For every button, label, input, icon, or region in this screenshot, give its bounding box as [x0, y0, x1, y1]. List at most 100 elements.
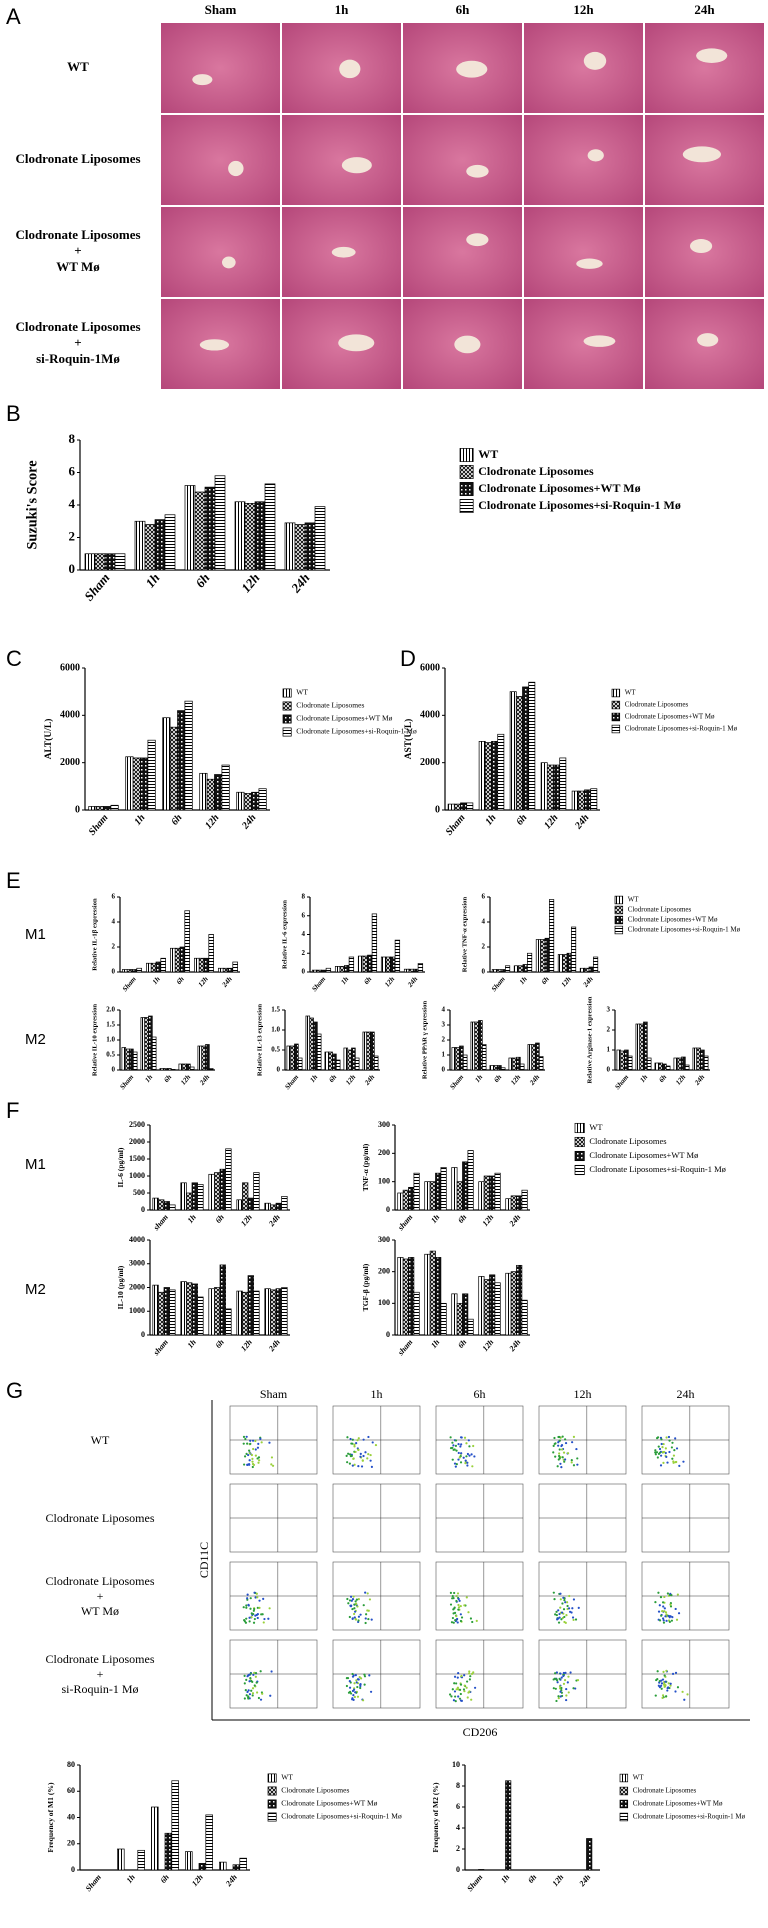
column-label: Sham	[260, 1387, 288, 1401]
event-dot	[563, 1598, 566, 1602]
bar	[348, 956, 355, 973]
event-dot	[245, 1452, 248, 1455]
event-dot	[453, 1690, 457, 1693]
bar	[214, 475, 226, 571]
event-dot	[466, 1452, 470, 1456]
bar	[178, 1063, 184, 1071]
event-dot	[243, 1674, 246, 1677]
bar	[242, 1182, 249, 1211]
event-dot	[362, 1604, 365, 1607]
row-label: Clodronate Liposomes	[15, 319, 140, 334]
event-dot	[245, 1435, 248, 1438]
x-tick-label: 12h	[383, 975, 396, 989]
event-dot	[661, 1601, 665, 1604]
bar	[140, 757, 149, 811]
bar	[244, 503, 256, 571]
event-dot	[564, 1438, 567, 1441]
event-dot	[665, 1436, 668, 1439]
y-tick-label: 1.5	[271, 1006, 280, 1014]
event-dot	[257, 1461, 260, 1464]
event-dot	[465, 1455, 468, 1458]
event-dot	[678, 1464, 681, 1468]
x-tick-label: Sham	[87, 812, 111, 838]
event-dot	[660, 1687, 663, 1690]
bar	[225, 1148, 232, 1211]
y-tick-label: 1000	[129, 1306, 145, 1315]
bar	[158, 1291, 165, 1336]
event-dot	[667, 1614, 670, 1618]
legend-swatch	[611, 724, 621, 734]
event-dot	[576, 1679, 580, 1682]
event-dot	[251, 1439, 255, 1442]
event-dot	[247, 1695, 250, 1698]
event-dot	[662, 1461, 665, 1465]
event-dot	[683, 1698, 686, 1701]
legend-label: Clodronate Liposomes	[589, 1136, 666, 1146]
y-tick-label: 0	[75, 804, 80, 815]
bar	[264, 1288, 271, 1336]
event-dot	[357, 1437, 360, 1440]
x-tick-label: 6h	[540, 975, 551, 986]
event-dot	[668, 1450, 671, 1454]
bar	[236, 1199, 243, 1211]
bar	[451, 1167, 458, 1211]
bar	[489, 1274, 496, 1336]
event-dot	[554, 1687, 557, 1690]
bar	[186, 1282, 193, 1336]
event-dot	[252, 1609, 255, 1612]
event-dot	[463, 1604, 466, 1607]
row-label: Clodronate Liposomes	[46, 1574, 155, 1588]
event-dot	[451, 1688, 454, 1691]
event-dot	[570, 1461, 573, 1464]
bar	[185, 1851, 193, 1871]
vessel	[331, 246, 356, 258]
event-dot	[458, 1697, 462, 1700]
bar	[304, 522, 316, 571]
bar	[484, 742, 492, 811]
y-axis-label: TNF-α (pg/ml)	[361, 1143, 370, 1191]
event-dot	[254, 1671, 258, 1675]
event-dot	[350, 1599, 353, 1602]
column-label: 24h	[694, 2, 715, 17]
bar	[184, 910, 190, 973]
x-tick-label: 24h	[362, 1073, 376, 1087]
bar	[297, 1057, 303, 1071]
event-dot	[467, 1439, 470, 1442]
x-tick-label: sham	[395, 1213, 414, 1233]
bar	[162, 717, 171, 811]
event-dot	[251, 1680, 254, 1683]
x-tick-label: 6h	[526, 1872, 539, 1885]
event-dot	[454, 1699, 457, 1703]
bar	[311, 969, 318, 973]
event-dot	[452, 1621, 455, 1624]
x-tick-label: 12h	[179, 1073, 192, 1087]
event-dot	[469, 1617, 473, 1620]
event-dot	[468, 1454, 471, 1457]
bar	[646, 1057, 652, 1071]
bar	[121, 1047, 127, 1071]
event-dot	[357, 1448, 360, 1451]
bar	[84, 553, 96, 571]
event-dot	[364, 1621, 367, 1625]
bar	[494, 1282, 501, 1336]
event-dot	[557, 1609, 560, 1612]
event-dot	[354, 1610, 357, 1613]
x-tick-label: 12h	[203, 812, 222, 831]
bar	[474, 1021, 479, 1071]
event-dot	[663, 1685, 666, 1688]
event-dot	[471, 1465, 474, 1468]
row-label: +	[97, 1589, 104, 1603]
bar	[208, 1068, 214, 1071]
event-dot	[472, 1444, 475, 1448]
event-dot	[568, 1610, 572, 1613]
bar	[197, 1184, 204, 1211]
y-tick-label: 40	[67, 1812, 75, 1821]
bar	[184, 485, 196, 571]
y-tick-label: 0.5	[271, 1046, 280, 1054]
bar	[347, 1049, 352, 1071]
x-tick-label: 24h	[507, 1212, 523, 1229]
event-dot	[563, 1615, 566, 1619]
event-dot	[451, 1597, 454, 1600]
y-tick-label: 4000	[420, 710, 440, 721]
bar	[467, 1150, 474, 1211]
